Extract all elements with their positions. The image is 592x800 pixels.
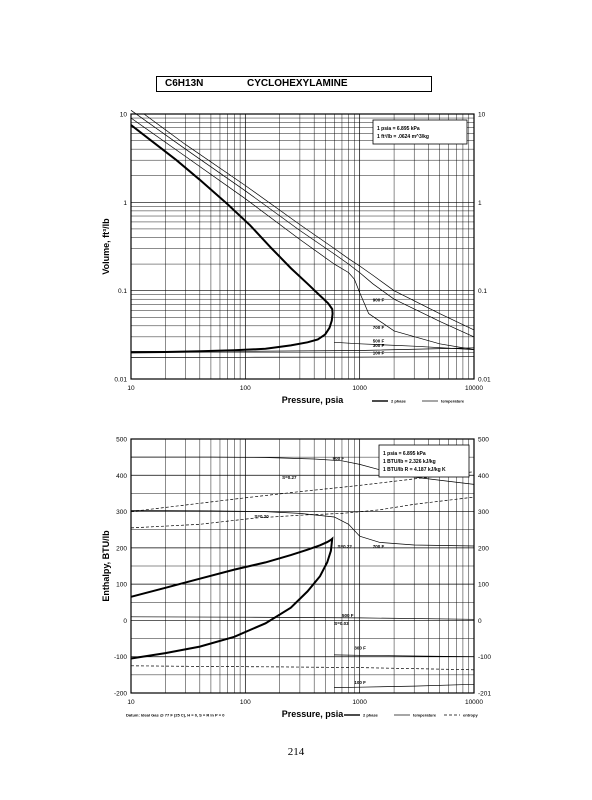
curve-label: 900 F (333, 456, 345, 461)
curve-label: 900 F (373, 298, 385, 303)
compound-name: CYCLOHEXYLAMINE (247, 78, 348, 89)
curve-label: S=0.03 (334, 621, 349, 626)
y-tick-label-left: 10 (120, 112, 128, 119)
curve-label: 100 F (354, 680, 366, 685)
volume-chart: 10 100 1000 100001010.10.011010.10.01Pressu… (101, 110, 491, 405)
x-tick-label: 10000 (465, 699, 483, 706)
curve-label: S=0.27 (282, 475, 297, 480)
x-tick-label: 1000 (352, 385, 367, 392)
conversion-text: 1 ft³/lb = .0624 m^3/kg (377, 134, 429, 140)
x-axis-label: Pressure, psia (282, 709, 345, 719)
y-tick-label-left: 0.01 (114, 377, 127, 384)
series-line-entropy (130, 665, 475, 671)
plot-frame (130, 438, 475, 694)
y-tick-label-left: 400 (116, 473, 127, 480)
compound-formula: C6H13N (165, 78, 204, 89)
series-line-entropy (130, 471, 475, 512)
series-line-temperature (130, 117, 475, 350)
conversion-text: 1 psia = 6.895 kPa (383, 451, 426, 457)
curve-label: 500 F (373, 338, 385, 343)
x-axis-label: Pressure, psia (282, 395, 345, 405)
series-line-two-phase (130, 536, 334, 660)
page-number: 214 (287, 746, 305, 758)
y-tick-label-left: -100 (114, 654, 127, 661)
curve-label: 500 F (342, 613, 354, 618)
curve-label: S=0.20 (254, 514, 269, 519)
y-tick-label-left: 0.1 (118, 288, 127, 295)
plot-frame (130, 113, 475, 380)
series-line-temperature (143, 113, 475, 331)
y-tick-label-right: 500 (478, 437, 489, 444)
curve-label: S=0.22 (338, 544, 353, 549)
x-tick-label: 100 (240, 385, 251, 392)
series-line-temperature (130, 510, 475, 547)
conversion-box (378, 444, 470, 478)
x-tick-label: 10 (127, 385, 135, 392)
legend-label: temperature (413, 713, 437, 718)
y-tick-label-left: 300 (116, 509, 127, 516)
curve-label: 100 F (373, 350, 385, 355)
y-tick-label-left: 0 (123, 618, 127, 625)
curve-label: 700 F (373, 325, 385, 330)
x-tick-label: 10000 (465, 385, 483, 392)
series-line-two-phase (130, 124, 334, 354)
curve-label: 700 F (373, 544, 385, 549)
y-tick-label-right: -100 (478, 654, 491, 661)
curve-label: 300 F (354, 645, 366, 650)
y-axis-label: Enthalpy, BTU/lb (101, 530, 111, 602)
legend-label: entropy (463, 713, 478, 718)
y-tick-label-right: 200 (478, 545, 489, 552)
y-tick-label-right: 100 (478, 582, 489, 589)
y-tick-label-right: 300 (478, 509, 489, 516)
conversion-text: 1 BTU/lb = 2.326 kJ/kg (383, 459, 436, 465)
series-line-temperature (130, 347, 475, 352)
y-tick-label-left: 200 (116, 545, 127, 552)
series-line-entropy (130, 496, 475, 529)
y-tick-label-right: 10 (478, 112, 486, 119)
y-tick-label-left: -200 (114, 691, 127, 698)
y-tick-label-right: 0.1 (478, 288, 487, 295)
series-line-temperature (334, 683, 475, 688)
series-line-temperature (130, 356, 475, 358)
legend-label: 2 phase (391, 399, 407, 404)
reference-note: Datum: Ideal Gas @ 77 F (25 C), H = 0, S… (126, 713, 225, 718)
series-line-temperature (130, 616, 475, 620)
x-tick-label: 10 (127, 699, 135, 706)
y-axis-label: Volume, ft³/lb (101, 218, 111, 275)
x-tick-label: 1000 (352, 699, 367, 706)
conversion-box (372, 119, 468, 145)
y-tick-label-left: 1 (123, 200, 127, 207)
series-line-temperature (130, 110, 475, 338)
legend-label: 2 phase (363, 713, 379, 718)
curve-label: 300 F (373, 343, 385, 348)
y-tick-label-right: 0 (478, 618, 482, 625)
conversion-text: 1 BTU/lb R = 4.187 kJ/kg K (383, 467, 446, 473)
y-tick-label-right: 400 (478, 473, 489, 480)
y-tick-label-left: 500 (116, 437, 127, 444)
series-line-temperature (334, 654, 475, 658)
y-tick-label-right: 1 (478, 200, 482, 207)
y-tick-label-right: 0.01 (478, 377, 491, 384)
conversion-text: 1 psia = 6.895 kPa (377, 126, 420, 132)
x-tick-label: 100 (240, 699, 251, 706)
y-tick-label-left: 100 (116, 582, 127, 589)
legend-label: temperature (441, 399, 465, 404)
compound-title-box: C6H13N CYCLOHEXYLAMINE (156, 76, 432, 92)
y-tick-label-right: -201 (478, 691, 491, 698)
enthalpy-chart: 10 100 1000 100005004003002001000-100-20050… (101, 437, 491, 720)
series-line-temperature (334, 341, 475, 350)
